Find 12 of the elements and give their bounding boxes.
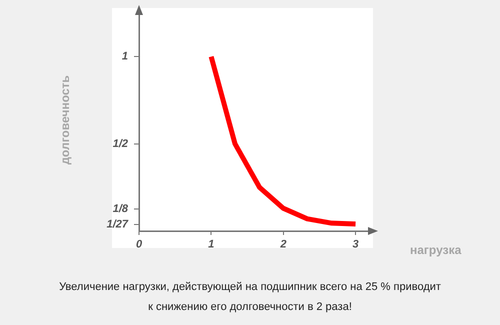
x-tick-label: 2 (279, 238, 286, 251)
x-tick-label: 0 (136, 238, 143, 251)
y-tick-label: 1/27 (106, 218, 129, 231)
x-tick-label: 3 (352, 238, 359, 251)
y-tick-label: 1 (122, 50, 128, 63)
text: Увеличение нагрузки, действующей на подшипник всего на 25 % приводит (58, 281, 442, 293)
x-axis-title: нагрузка (410, 243, 462, 257)
y-tick-label: 1/2 (112, 138, 128, 150)
x-tick-label: 1 (208, 238, 214, 251)
y-axis-title: долговечность (58, 75, 72, 165)
y-tick-label: 1/8 (112, 203, 129, 216)
text: к снижению его долговечности в 2 раза! (147, 301, 353, 313)
